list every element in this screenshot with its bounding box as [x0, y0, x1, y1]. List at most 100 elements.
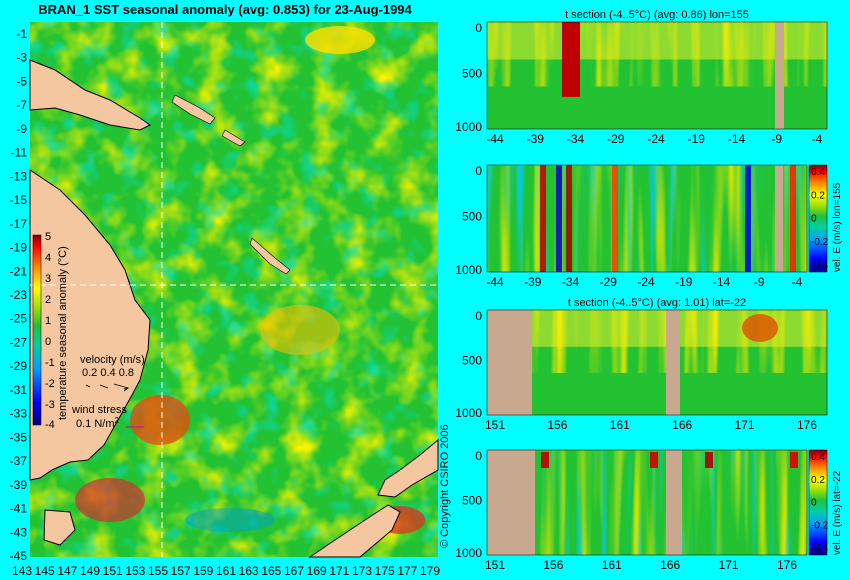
section-x-tick: -4 [792, 275, 803, 289]
section-frame [486, 449, 808, 556]
section-colorbar [808, 449, 828, 556]
map-lat-tick-label: -5 [16, 74, 27, 88]
section-x-tick: 166 [660, 558, 680, 572]
section-x-tick: -4 [812, 132, 823, 146]
section-depth-tick: 1000 [455, 263, 482, 277]
map-lon-tick-label: 155 [148, 564, 168, 578]
map-lat-tick-label: -3 [16, 51, 27, 65]
warm-anomaly-tasman [130, 395, 190, 445]
section-depth-tick: 0 [475, 449, 482, 463]
vector-legend: velocity (m/s) 0.2 0.4 0.8 wind stress 0… [71, 354, 145, 430]
map-colorbar-tick: 0 [45, 336, 51, 348]
map-lat-tick-label: -29 [10, 359, 28, 373]
solomon-islands [171, 94, 216, 125]
map-longitude-ticks: 143 145 147 149 151 153 155 157 159 161 163 165 167 1… [12, 564, 440, 578]
map-colorbar-tick: -3 [45, 399, 55, 411]
map-lat-tick-label: -41 [10, 502, 28, 516]
map-lat-tick-label: -9 [16, 122, 27, 136]
section-panels: t section (-4..5°C) (avg: 0.86) lon=155 0… [455, 9, 843, 572]
section-x-tick: -19 [675, 275, 693, 289]
section-jet-core [541, 452, 549, 468]
section-colorbar [808, 164, 828, 273]
section-jet-stripe [790, 165, 796, 272]
map-lon-tick-label: 167 [284, 564, 304, 578]
map-lon-tick-label: 175 [375, 564, 395, 578]
map-lon-tick-label: 161 [216, 564, 236, 578]
map-lat-tick-label: -25 [10, 312, 28, 326]
section-colorbar-tick: 0.4 [811, 167, 825, 178]
new-zealand-south [308, 504, 401, 558]
section-x-tick: -29 [607, 132, 625, 146]
section-x-tick: 166 [672, 418, 692, 432]
map-colorbar-label: temperature seasonal anomaly (°C) [57, 246, 69, 420]
section-x-tick: 156 [543, 558, 563, 572]
section-land-mask [775, 165, 783, 272]
section-negative-stripes [487, 450, 807, 555]
section-colorbar-tick: -0.4 [811, 543, 829, 554]
map-colorbar-tick: 5 [45, 231, 51, 243]
map-lat-tick-label: -21 [10, 264, 28, 278]
map-lat-tick-label: -43 [10, 525, 28, 539]
section-x-tick: -19 [688, 132, 706, 146]
section-x-tick: -34 [562, 275, 580, 289]
section-colorbar-label: vel. E (m/s) lon=155 [832, 182, 843, 272]
section-x-tick: -29 [600, 275, 618, 289]
new-caledonia [249, 237, 291, 275]
map-title: BRAN_1 SST seasonal anomaly (avg: 0.853)… [38, 2, 412, 17]
section-colorbar-tick: 0.4 [811, 452, 825, 463]
section-land-mask [666, 310, 680, 415]
new-guinea-landmass [29, 59, 151, 131]
wind-legend-title: wind stress [71, 404, 128, 416]
section-depth-tick: 500 [462, 66, 482, 80]
wind-legend-value: 0.1 N/m2 [76, 416, 120, 430]
map-lat-tick-label: -11 [11, 146, 28, 160]
section-jet-stripe [566, 165, 572, 272]
section-x-tick: -14 [728, 132, 746, 146]
map-lon-tick-label: 157 [171, 564, 191, 578]
section-frame [486, 21, 828, 130]
map-colorbar-tick: 2 [45, 294, 51, 306]
section-depth-tick: 500 [462, 353, 482, 367]
warm-anomaly-south [75, 478, 145, 522]
section-colorbar-tick: 0 [811, 214, 817, 225]
section-warm-core [562, 22, 580, 97]
section-panel-temp-lon155: t section (-4..5°C) (avg: 0.86) lon=155 0… [455, 9, 828, 146]
map-lon-tick-label: 173 [352, 564, 372, 578]
section-negative-stripes [487, 165, 807, 272]
section-panel-title: t section (-4..5°C) (avg: 0.86) lon=155 [565, 9, 749, 21]
section-jet-core [650, 452, 658, 468]
section-x-tick: -44 [486, 132, 504, 146]
section-x-tick: 176 [797, 418, 817, 432]
map-lon-tick-label: 149 [80, 564, 100, 578]
section-x-tick: 161 [602, 558, 622, 572]
section-x-tick: -39 [524, 275, 542, 289]
section-x-tick: 151 [485, 418, 505, 432]
section-x-tick: -9 [754, 275, 765, 289]
section-colorbar-label: vel. E (m/s) lat=-22 [832, 470, 843, 555]
section-colorbar-tick: 0.2 [811, 190, 825, 201]
section-colorbar-tick: -0.2 [811, 520, 829, 531]
map-lon-tick-label: 165 [261, 564, 281, 578]
section-warm-streaks [487, 22, 827, 87]
tasmania-landmass [43, 509, 76, 546]
map-colorbar: 5 4 3 2 1 0 -1 -2 -3 -4 temperature seas… [32, 231, 69, 431]
section-colorbar-tick: 0.2 [811, 475, 825, 486]
velocity-legend-values: 0.2 0.4 0.8 [82, 367, 134, 379]
map-colorbar-tick: -2 [45, 378, 55, 390]
map-colorbar-tick: -4 [45, 419, 55, 431]
map-lat-tick-label: -1 [16, 27, 27, 41]
section-x-tick: -9 [771, 132, 782, 146]
australia-landmass [29, 169, 151, 481]
cool-anomaly-south [185, 508, 275, 532]
section-depth-tick: 500 [462, 493, 482, 507]
map-lat-tick-label: -33 [10, 407, 28, 421]
map-lat-tick-label: -13 [10, 169, 28, 183]
map-lon-tick-label: 169 [307, 564, 327, 578]
section-jet-core [705, 452, 713, 468]
section-depth-tick: 1000 [455, 120, 482, 134]
section-x-tick: 171 [719, 558, 739, 572]
velocity-legend-title: velocity (m/s) [80, 354, 145, 366]
section-x-tick: -24 [637, 275, 655, 289]
